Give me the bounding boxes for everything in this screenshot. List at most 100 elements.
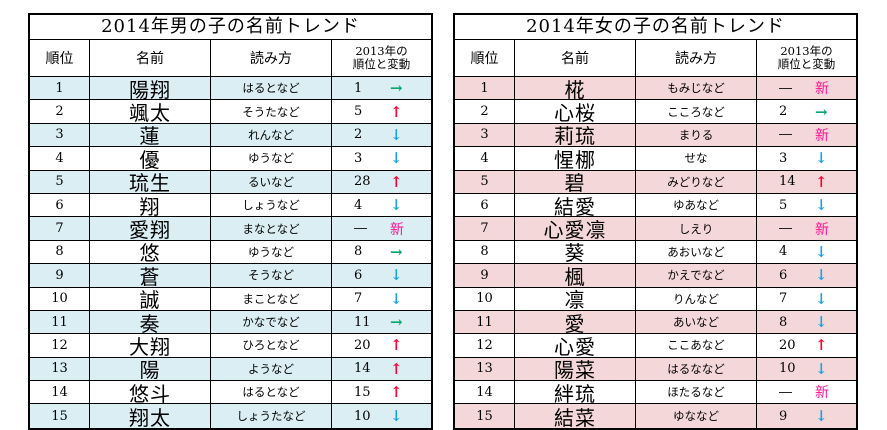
previous-rank: 28 xyxy=(354,174,371,190)
rank-cell: 9 xyxy=(455,264,515,287)
reading-cell: こころなど xyxy=(636,100,757,123)
trend-down-icon: ↓ xyxy=(815,359,828,378)
rank-cell: 2 xyxy=(30,100,90,123)
header-reading: 読み方 xyxy=(211,40,332,76)
table-row: 10 誠まことなど 7 ↓ xyxy=(30,287,431,311)
table-row: 15 翔太 しょうたなど 10 ↓ xyxy=(30,404,431,428)
trend-down-icon: ↓ xyxy=(390,125,403,144)
name-cell: 惺梛 xyxy=(515,147,636,170)
reading-cell: まなとなど xyxy=(211,217,332,240)
table-row: 12 大翔 ひろとなど 20 ↑ xyxy=(30,334,431,358)
change-cell: 5 ↑ xyxy=(332,100,431,122)
table-row: 13 陽ようなど 14 ↑ xyxy=(30,357,431,382)
boys-rows: 1 陽翔 はるとなど 1 → 2 颯太 そうたなど 5 ↑ 3 蓮れんなど 2 ↓ 4 優ゆうなど 3 ↓ 5 琉生る… xyxy=(30,77,431,428)
name-cell: 優 xyxy=(90,147,211,170)
previous-rank: 3 xyxy=(354,150,363,166)
change-cell: 15 ↑ xyxy=(332,381,431,403)
table-row: 10 凛りんなど 7 ↓ xyxy=(455,287,856,311)
change-cell: 3 ↓ xyxy=(757,147,856,169)
previous-rank: 6 xyxy=(354,267,363,283)
change-cell: 3 ↓ xyxy=(332,147,431,169)
change-cell: 1 → xyxy=(332,77,431,100)
change-cell: ― 新 xyxy=(757,77,856,100)
previous-rank: 8 xyxy=(354,244,363,260)
rank-cell: 11 xyxy=(455,310,515,334)
reading-cell: ひろとなど xyxy=(211,334,332,357)
change-cell: ― 新 xyxy=(332,217,431,240)
reading-cell: はるななど xyxy=(636,357,757,381)
boys-table-title: 2014年男の子の名前トレンド xyxy=(30,15,431,40)
change-cell: ― 新 xyxy=(757,381,856,403)
name-cell: 陽翔 xyxy=(90,77,211,100)
change-cell: 6 ↓ xyxy=(757,264,856,287)
name-cell: 椛 xyxy=(515,77,636,100)
previous-rank: ― xyxy=(779,221,792,237)
previous-rank: ― xyxy=(779,80,792,96)
table-row: 11 奏かなでなど 11 → xyxy=(30,310,431,335)
table-row: 1 椛もみじなど ― 新 xyxy=(455,77,856,101)
table-row: 6 結愛 ゆあなど 5 ↓ xyxy=(455,193,856,218)
rank-cell: 5 xyxy=(30,170,90,193)
name-cell: 陽 xyxy=(90,357,211,381)
reading-cell: ここあなど xyxy=(636,334,757,357)
reading-cell: まことなど xyxy=(211,287,332,310)
rank-cell: 9 xyxy=(30,264,90,287)
rank-cell: 12 xyxy=(455,334,515,357)
table-row: 9 蒼そうなど 6 ↓ xyxy=(30,264,431,288)
change-cell: 14 ↑ xyxy=(757,170,856,193)
rank-cell: 1 xyxy=(455,77,515,100)
reading-cell: れんなど xyxy=(211,123,332,147)
girls-table-title: 2014年女の子の名前トレンド xyxy=(455,15,856,40)
reading-cell: ほたるなど xyxy=(636,381,757,404)
reading-cell: しえり xyxy=(636,217,757,240)
header-name: 名前 xyxy=(90,40,211,76)
table-row: 13 陽菜 はるななど 10 ↓ xyxy=(455,357,856,382)
name-cell: 楓 xyxy=(515,264,636,287)
previous-rank: 14 xyxy=(779,174,796,190)
change-cell: 8 ↓ xyxy=(757,310,856,334)
reading-cell: ゆあなど xyxy=(636,193,757,217)
trend-down-icon: ↓ xyxy=(390,289,403,308)
reading-cell: はるとなど xyxy=(211,381,332,404)
change-cell: ― 新 xyxy=(757,123,856,147)
reading-cell: そうたなど xyxy=(211,100,332,123)
previous-rank: 1 xyxy=(354,80,363,96)
rank-cell: 15 xyxy=(30,404,90,428)
reading-cell: しょうたなど xyxy=(211,404,332,428)
reading-cell: そうなど xyxy=(211,264,332,287)
table-row: 15 結菜 ゆななど 9 ↓ xyxy=(455,404,856,428)
boys-table: 2014年男の子の名前トレンド 順位 名前 読み方 2013年の 順位と変動 1… xyxy=(28,13,433,430)
trend-up-icon: ↑ xyxy=(390,336,403,355)
table-row: 2 颯太 そうたなど 5 ↑ xyxy=(30,100,431,124)
table-row: 9 楓かえでなど 6 ↓ xyxy=(455,264,856,288)
rank-cell: 2 xyxy=(455,100,515,123)
reading-cell: るいなど xyxy=(211,170,332,193)
name-cell: 誠 xyxy=(90,287,211,310)
rank-cell: 13 xyxy=(455,357,515,381)
change-cell: 2 ↓ xyxy=(332,123,431,147)
trend-down-icon: ↓ xyxy=(815,313,828,332)
reading-cell: ゆななど xyxy=(636,404,757,428)
reading-cell: しょうなど xyxy=(211,193,332,217)
previous-rank: 14 xyxy=(354,361,371,377)
trend-same-icon: → xyxy=(390,313,403,332)
rank-cell: 11 xyxy=(30,310,90,334)
table-row: 14 悠斗 はるとなど 15 ↑ xyxy=(30,381,431,405)
table-row: 11 愛あいなど 8 ↓ xyxy=(455,310,856,335)
previous-rank: ― xyxy=(354,221,367,237)
name-cell: 葵 xyxy=(515,240,636,264)
previous-rank: 2 xyxy=(779,104,788,120)
change-cell: 14 ↑ xyxy=(332,357,431,381)
trend-up-icon: ↑ xyxy=(815,172,828,191)
previous-rank: 8 xyxy=(779,314,788,330)
table-row: 7 心愛凛 しえり ― 新 xyxy=(455,217,856,241)
trend-up-icon: ↑ xyxy=(390,172,403,191)
trend-new-icon: 新 xyxy=(815,81,829,98)
trend-down-icon: ↓ xyxy=(815,242,828,261)
name-cell: 蒼 xyxy=(90,264,211,287)
reading-cell: せな xyxy=(636,147,757,170)
change-cell: ― 新 xyxy=(757,217,856,240)
change-cell: 28 ↑ xyxy=(332,170,431,193)
change-cell: 2 → xyxy=(757,100,856,122)
name-cell: 愛 xyxy=(515,310,636,334)
